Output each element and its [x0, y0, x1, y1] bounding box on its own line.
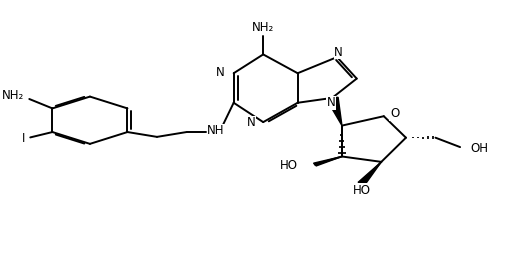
Text: N: N [333, 46, 342, 59]
Text: NH: NH [207, 124, 224, 137]
Polygon shape [325, 97, 342, 126]
Text: NH₂: NH₂ [2, 89, 24, 102]
Text: OH: OH [469, 142, 487, 155]
Polygon shape [357, 162, 381, 184]
Text: N: N [216, 66, 224, 79]
Text: N: N [326, 96, 335, 109]
Text: HO: HO [279, 159, 297, 172]
Text: O: O [389, 107, 399, 120]
Text: HO: HO [352, 184, 370, 197]
Polygon shape [313, 157, 342, 166]
Text: I: I [22, 132, 25, 145]
Text: N: N [246, 116, 256, 129]
Text: NH₂: NH₂ [251, 21, 274, 34]
